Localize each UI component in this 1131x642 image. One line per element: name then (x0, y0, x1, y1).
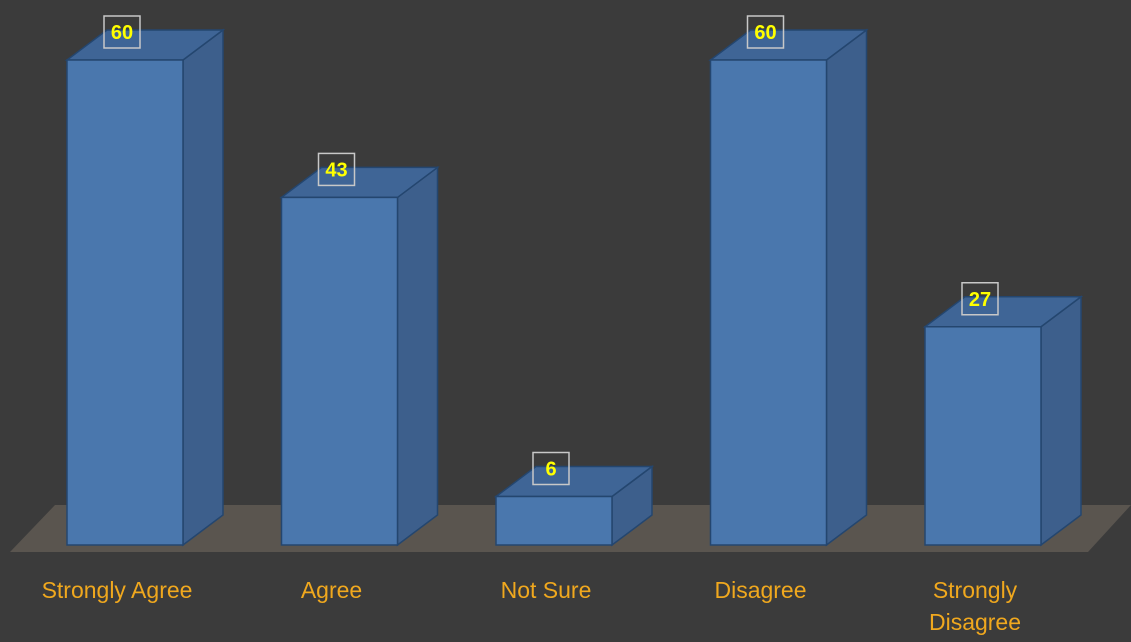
bar-front (709, 59, 828, 546)
category-label-line: Disagree (714, 577, 806, 603)
category-label: Strongly Disagree (929, 577, 1021, 635)
bar-front (66, 59, 184, 546)
bar-2 (493, 465, 655, 547)
category-label-line: Disagree (929, 609, 1021, 635)
category-label-line: Strongly (933, 577, 1018, 603)
value-label-box (103, 15, 141, 49)
value-label: 60 (111, 22, 133, 44)
bar-front (280, 196, 399, 546)
bar-1 (279, 165, 440, 547)
value-label: 60 (754, 22, 776, 44)
value-label-box (317, 152, 356, 187)
value-label: 6 (545, 459, 556, 481)
category-label-line: Not Sure (501, 577, 592, 603)
value-label: 43 (325, 159, 347, 181)
category-label-line: Strongly Agree (42, 577, 193, 603)
bar-front (924, 326, 1042, 546)
bar-side (182, 28, 224, 547)
category-label-line: Agree (301, 577, 362, 603)
bar-front (495, 495, 613, 546)
value-label-box (532, 451, 570, 486)
value-label: 27 (969, 289, 991, 311)
value-label-box (746, 15, 785, 49)
bar-side (1040, 295, 1082, 547)
bar-0 (64, 28, 226, 547)
value-label-box (961, 282, 999, 316)
bar-side (396, 165, 439, 547)
bar-3 (708, 28, 869, 547)
category-label: Disagree (714, 577, 806, 603)
bar-side (825, 28, 868, 547)
category-label: Strongly Agree (42, 577, 193, 603)
bar-4 (922, 295, 1084, 547)
category-label: Agree (301, 577, 362, 603)
category-label: Not Sure (501, 577, 592, 603)
